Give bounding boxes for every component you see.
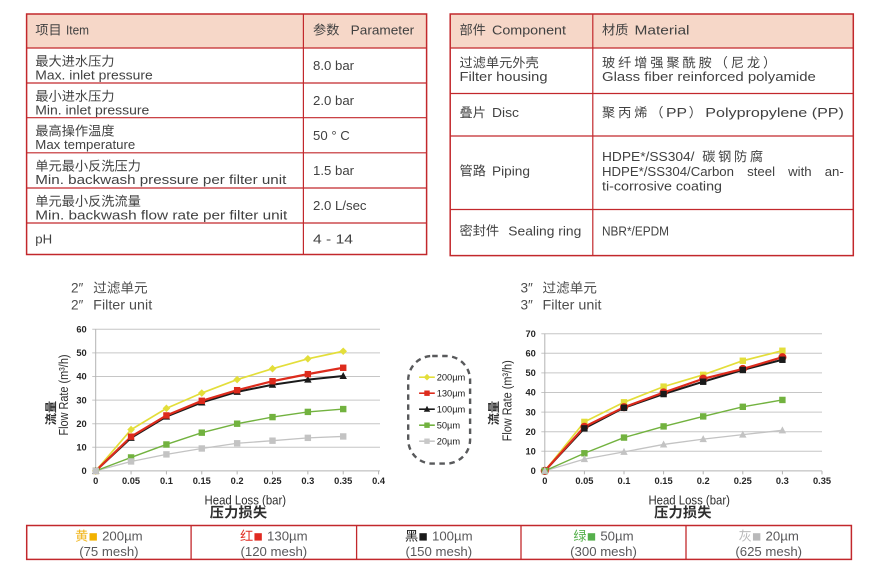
- svg-text:(625 mesh): (625 mesh): [735, 544, 802, 559]
- svg-text:100µm: 100µm: [437, 404, 466, 414]
- svg-text:(150 mesh): (150 mesh): [405, 544, 472, 559]
- svg-text:100µm: 100µm: [432, 529, 473, 544]
- svg-text:(120 mesh): (120 mesh): [240, 544, 307, 559]
- svg-text:ti-corrosive coating: ti-corrosive coating: [602, 179, 722, 194]
- svg-text:50µm: 50µm: [600, 529, 633, 544]
- svg-text:Piping: Piping: [492, 163, 530, 178]
- svg-text:30: 30: [525, 407, 535, 417]
- svg-text:Glass fiber reinforced polyami: Glass fiber reinforced polyamide: [602, 69, 816, 84]
- svg-text:Flow Rate (m³/h): Flow Rate (m³/h): [56, 355, 71, 436]
- svg-text:130µm: 130µm: [437, 388, 466, 398]
- svg-text:0.25: 0.25: [734, 476, 752, 486]
- svg-text:20µm: 20µm: [437, 436, 461, 446]
- svg-text:Filter unit: Filter unit: [543, 297, 602, 312]
- svg-text:Material: Material: [635, 23, 690, 38]
- svg-text:0.3: 0.3: [301, 476, 314, 486]
- svg-text:PP: PP: [666, 105, 687, 120]
- svg-text:70: 70: [525, 329, 535, 339]
- svg-text:(75 mesh): (75 mesh): [79, 544, 138, 559]
- svg-text:0.2: 0.2: [697, 476, 710, 486]
- svg-text:0: 0: [82, 466, 87, 476]
- svg-text:Max. inlet pressure: Max. inlet pressure: [35, 67, 152, 82]
- svg-text:200µm: 200µm: [437, 372, 466, 382]
- svg-text:Head Loss (bar): Head Loss (bar): [648, 493, 730, 508]
- svg-text:60: 60: [525, 349, 535, 359]
- svg-text:0.1: 0.1: [160, 476, 173, 486]
- svg-text:Head Loss (bar): Head Loss (bar): [205, 493, 287, 508]
- svg-text:1.5 bar: 1.5 bar: [313, 163, 355, 178]
- svg-text:Component: Component: [492, 23, 566, 38]
- svg-text:0.3: 0.3: [776, 476, 789, 486]
- svg-text:50 ° C: 50 ° C: [313, 128, 350, 143]
- svg-text:8.0 bar: 8.0 bar: [313, 58, 355, 73]
- svg-text:0.4: 0.4: [372, 476, 386, 486]
- svg-text:30: 30: [76, 395, 86, 405]
- svg-text:Min. inlet pressure: Min. inlet pressure: [35, 102, 149, 117]
- svg-text:40: 40: [76, 372, 86, 382]
- svg-text:10: 10: [525, 447, 535, 457]
- svg-text:with: with: [787, 164, 811, 179]
- svg-text:0.25: 0.25: [263, 476, 281, 486]
- svg-text:0: 0: [542, 476, 547, 486]
- svg-text:0.35: 0.35: [334, 476, 352, 486]
- svg-text:0.1: 0.1: [618, 476, 631, 486]
- svg-text:2.0 L/sec: 2.0 L/sec: [313, 198, 367, 213]
- svg-text:50: 50: [525, 368, 535, 378]
- svg-text:Min. backwash pressure per fil: Min. backwash pressure per filter unit: [35, 172, 286, 187]
- svg-text:(300 mesh): (300 mesh): [570, 544, 637, 559]
- svg-text:0.05: 0.05: [122, 476, 140, 486]
- svg-text:20: 20: [76, 419, 86, 429]
- svg-text:Disc: Disc: [492, 105, 519, 120]
- svg-text:0.05: 0.05: [575, 476, 593, 486]
- svg-text:60: 60: [76, 325, 86, 335]
- svg-text:130µm: 130µm: [267, 529, 308, 544]
- svg-text:0.35: 0.35: [813, 476, 831, 486]
- svg-text:pH: pH: [35, 232, 52, 247]
- svg-text:HDPE*/SS304/: HDPE*/SS304/: [602, 149, 695, 164]
- svg-text:Filter housing: Filter housing: [460, 69, 548, 84]
- svg-text:0.2: 0.2: [231, 476, 244, 486]
- svg-text:Max temperature: Max temperature: [35, 137, 135, 152]
- svg-text:steel: steel: [747, 164, 775, 179]
- svg-text:2″: 2″: [71, 297, 84, 312]
- svg-text:0: 0: [93, 476, 98, 486]
- svg-text:0.15: 0.15: [655, 476, 673, 486]
- svg-text:3″: 3″: [521, 281, 534, 296]
- svg-text:20: 20: [525, 427, 535, 437]
- svg-text:10: 10: [76, 443, 86, 453]
- svg-text:Min. backwash flow rate per fi: Min. backwash flow rate per filter unit: [35, 207, 287, 222]
- svg-text:2″: 2″: [71, 281, 84, 296]
- svg-text:Item: Item: [66, 23, 89, 38]
- svg-text:50: 50: [76, 348, 86, 358]
- svg-text:50µm: 50µm: [437, 420, 461, 430]
- svg-text:4 - 14: 4 - 14: [313, 232, 353, 247]
- svg-text:20µm: 20µm: [766, 529, 799, 544]
- svg-text:0.15: 0.15: [193, 476, 211, 486]
- svg-text:NBR*/EPDM: NBR*/EPDM: [602, 223, 669, 238]
- svg-text:Sealing ring: Sealing ring: [508, 223, 581, 238]
- svg-text:an-: an-: [825, 164, 844, 179]
- svg-text:Parameter: Parameter: [351, 23, 415, 38]
- svg-text:40: 40: [525, 388, 535, 398]
- svg-text:Polypropylene (PP): Polypropylene (PP): [705, 105, 844, 120]
- svg-text:3″: 3″: [521, 297, 534, 312]
- svg-text:Flow Rate (m³/h): Flow Rate (m³/h): [499, 360, 514, 441]
- svg-text:0: 0: [531, 466, 536, 476]
- svg-text:HDPE*/SS304/Carbon: HDPE*/SS304/Carbon: [602, 164, 734, 179]
- svg-text:2.0 bar: 2.0 bar: [313, 93, 355, 108]
- svg-text:200µm: 200µm: [102, 529, 143, 544]
- svg-text:Filter unit: Filter unit: [93, 297, 152, 312]
